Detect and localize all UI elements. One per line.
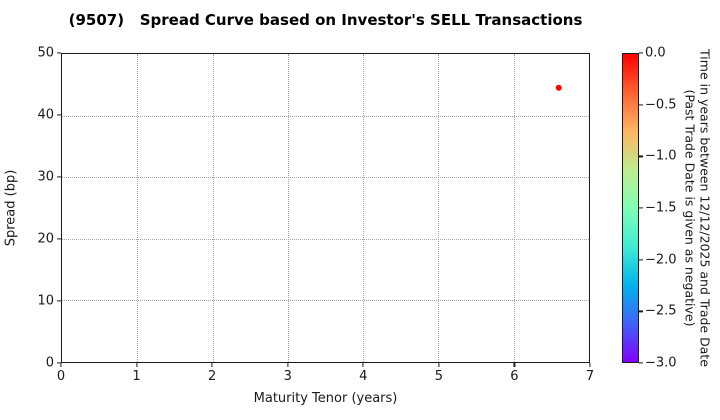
colorbar-tick-labels: 0.0 −0.5 −1.0 −1.5 −2.0 −2.5 −3.0 bbox=[645, 46, 685, 371]
colorbar-label-line2: (Past Trade Date is given as negative) bbox=[683, 89, 698, 327]
tick-mark bbox=[639, 104, 643, 106]
y-tick-label: 20 bbox=[37, 231, 54, 247]
grid-line-vertical bbox=[513, 54, 515, 362]
tick-mark bbox=[287, 363, 289, 367]
colorbar-tick-label: −2.0 bbox=[645, 252, 677, 268]
colorbar-tick-label: −0.5 bbox=[645, 97, 677, 113]
tick-mark bbox=[513, 363, 516, 367]
grid-line-vertical bbox=[137, 54, 139, 362]
colorbar-tick-label: −1.0 bbox=[645, 148, 677, 164]
y-tick-label: 0 bbox=[45, 355, 54, 371]
colorbar-tick-label: −3.0 bbox=[645, 355, 677, 371]
chart-title: (9507) Spread Curve based on Investor's … bbox=[68, 11, 583, 29]
grid-line-horizontal bbox=[62, 177, 589, 179]
data-point bbox=[555, 84, 563, 92]
x-tick-label: 7 bbox=[585, 369, 595, 384]
y-tick-label: 40 bbox=[37, 107, 54, 123]
tick-mark bbox=[639, 155, 643, 157]
tick-mark bbox=[438, 363, 440, 367]
x-tick-label: 1 bbox=[132, 369, 141, 384]
grid-line-horizontal bbox=[62, 300, 589, 302]
colorbar-tick-label: −1.5 bbox=[645, 200, 677, 216]
tick-mark bbox=[60, 363, 62, 367]
tick-mark bbox=[57, 52, 61, 54]
colorbar-ticks bbox=[639, 52, 643, 364]
grid-line-vertical bbox=[438, 54, 440, 362]
x-tick-label: 3 bbox=[283, 369, 292, 384]
colorbar-tick-label: −2.5 bbox=[645, 303, 677, 319]
grid-line-vertical bbox=[363, 54, 365, 362]
x-tick-labels: 0 1 2 3 4 5 6 7 bbox=[57, 369, 594, 385]
x-axis-label: Maturity Tenor (years) bbox=[253, 391, 398, 406]
x-tick-label: 5 bbox=[434, 369, 443, 384]
y-tick-label: 30 bbox=[37, 169, 54, 185]
tick-mark bbox=[639, 207, 643, 209]
colorbar-label: Time in years between 12/12/2025 and Tra… bbox=[683, 49, 713, 367]
tick-mark bbox=[639, 259, 643, 261]
tick-mark bbox=[211, 363, 213, 367]
tick-mark bbox=[639, 52, 643, 54]
colorbar-gradient bbox=[623, 54, 638, 362]
y-axis-label: Spread (bp) bbox=[3, 169, 19, 247]
x-tick-label: 4 bbox=[359, 369, 368, 384]
tick-mark bbox=[639, 362, 643, 364]
x-tick-label: 6 bbox=[510, 369, 519, 384]
tick-mark bbox=[57, 300, 61, 302]
grid-line-horizontal bbox=[62, 238, 589, 240]
grid-line-horizontal bbox=[62, 115, 589, 117]
colorbar-tick-label: 0.0 bbox=[645, 45, 666, 61]
grid-line-vertical bbox=[287, 54, 289, 362]
x-tick-label: 0 bbox=[56, 369, 66, 384]
colorbar bbox=[622, 53, 639, 363]
tick-mark bbox=[57, 114, 61, 116]
tick-mark bbox=[639, 310, 643, 312]
tick-mark bbox=[57, 176, 61, 178]
tick-mark bbox=[135, 363, 138, 367]
plot-area bbox=[61, 53, 590, 363]
x-axis-ticks bbox=[60, 363, 591, 367]
y-axis-ticks bbox=[57, 52, 61, 364]
grid-line-vertical bbox=[212, 54, 214, 362]
tick-mark bbox=[57, 362, 61, 364]
tick-mark bbox=[362, 363, 364, 367]
tick-mark bbox=[57, 238, 61, 240]
colorbar-label-line1: Time in years between 12/12/2025 and Tra… bbox=[697, 49, 713, 367]
y-tick-label: 10 bbox=[37, 293, 54, 309]
y-tick-labels: 50 40 30 20 10 0 bbox=[26, 46, 54, 371]
tick-mark bbox=[589, 363, 591, 367]
x-tick-label: 2 bbox=[208, 369, 217, 384]
y-tick-label: 50 bbox=[37, 45, 54, 61]
